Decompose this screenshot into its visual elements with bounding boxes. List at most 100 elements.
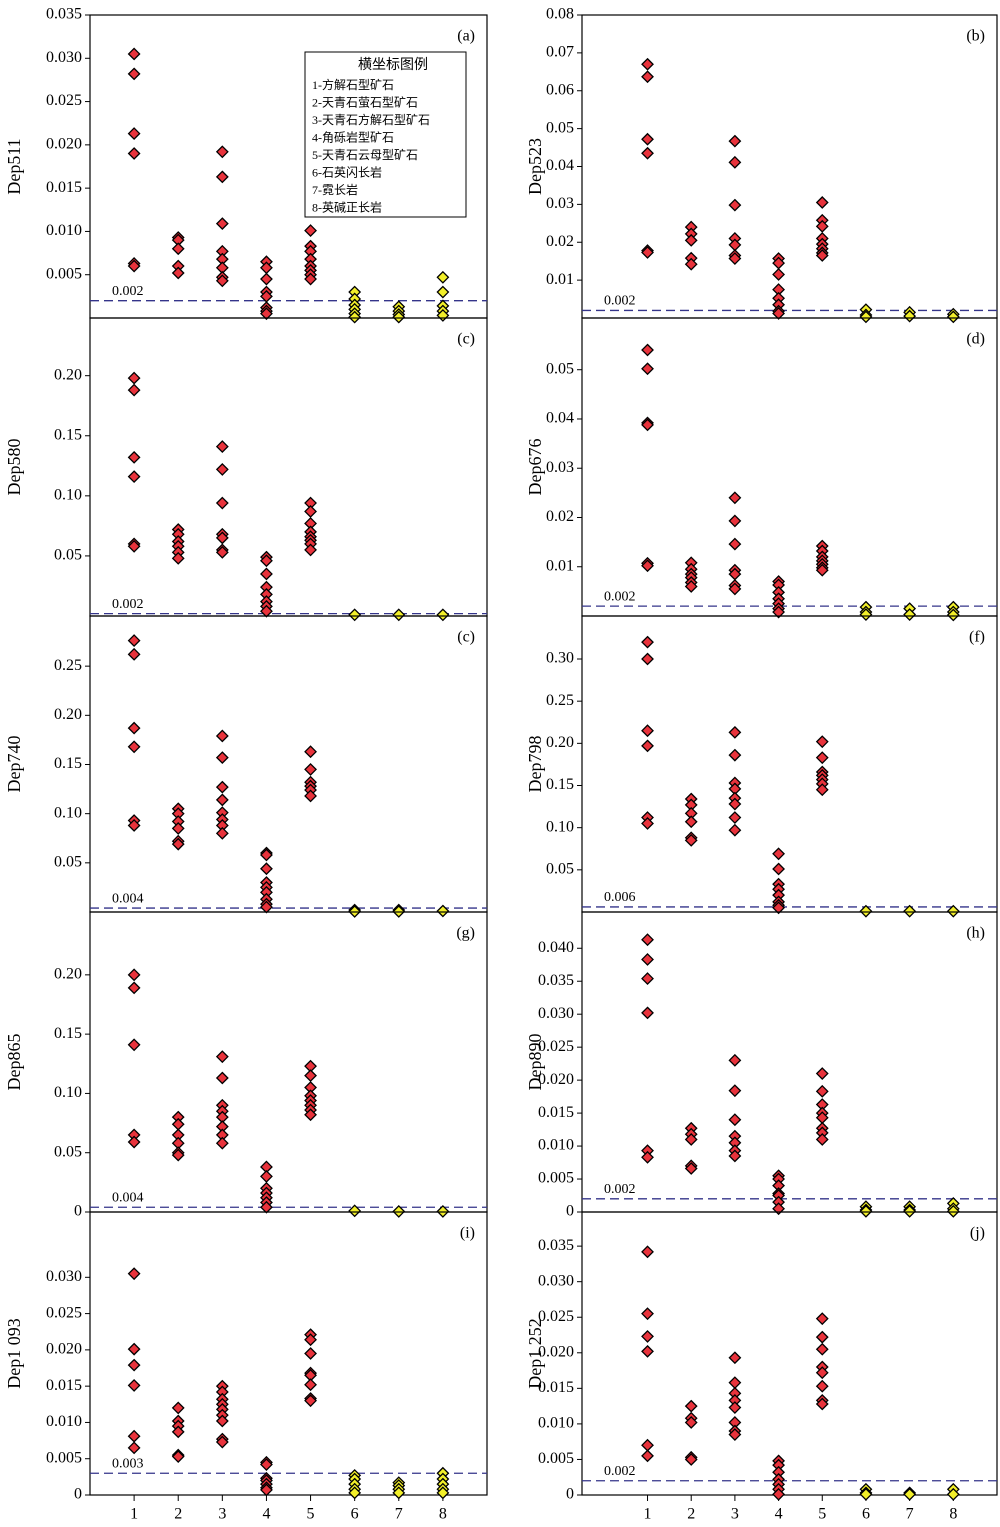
data-point — [171, 1401, 185, 1415]
data-point — [215, 145, 229, 159]
y-tick-label: 0.025 — [46, 92, 82, 109]
data-point — [728, 1084, 742, 1098]
y-tick-label: 0.10 — [54, 1084, 82, 1101]
data-point — [859, 904, 873, 918]
data-point — [815, 563, 829, 577]
data-point — [641, 57, 654, 71]
data-point — [815, 1379, 829, 1393]
plot-frame — [89, 615, 488, 913]
y-tick-label: 0.030 — [46, 1268, 82, 1285]
data-point — [127, 67, 141, 81]
x-tick-label: 4 — [775, 1506, 783, 1523]
data-point — [127, 259, 141, 273]
data-point — [171, 1425, 185, 1439]
data-point — [641, 559, 654, 573]
x-tick-label: 2 — [174, 1506, 182, 1523]
y-tick-label: 0.08 — [546, 6, 574, 23]
data-point — [728, 198, 742, 212]
data-point — [127, 647, 141, 661]
data-point — [171, 837, 185, 851]
data-point — [260, 1483, 273, 1497]
data-point — [215, 1414, 229, 1428]
data-point — [215, 780, 229, 794]
data-point — [127, 819, 141, 832]
data-point — [127, 127, 141, 141]
data-point — [772, 307, 785, 320]
data-point — [641, 1438, 654, 1452]
data-point — [304, 224, 317, 237]
legend-title: 横坐标图例 — [358, 57, 428, 73]
y-tick-label: 0.015 — [46, 179, 82, 196]
y-tick-label: 0.07 — [546, 44, 574, 61]
data-point — [728, 582, 742, 596]
data-point — [260, 1200, 273, 1214]
data-point — [815, 1067, 829, 1080]
y-tick-label: 0.05 — [54, 547, 82, 564]
x-tick-label: 3 — [218, 1506, 226, 1523]
data-point — [641, 933, 654, 947]
data-point — [171, 1117, 185, 1131]
data-point — [127, 1379, 141, 1392]
data-point — [127, 634, 141, 648]
data-point — [127, 968, 141, 982]
y-axis-label: Dep740 — [4, 736, 24, 793]
data-point — [127, 371, 141, 385]
data-point — [641, 132, 654, 146]
y-tick-label: 0.05 — [54, 854, 82, 871]
data-point — [171, 266, 185, 280]
data-point — [127, 721, 141, 735]
data-point — [215, 170, 229, 184]
data-point — [127, 383, 141, 397]
data-point — [260, 1458, 273, 1471]
data-point — [641, 343, 654, 357]
y-tick-label: 0.010 — [538, 1415, 574, 1432]
data-point — [815, 1084, 829, 1098]
plot-frame — [89, 1211, 488, 1496]
y-tick-label: 0.015 — [538, 1379, 574, 1396]
y-tick-label: 0.10 — [546, 818, 574, 835]
y-tick-label: 0.040 — [538, 939, 574, 956]
data-point — [815, 249, 829, 262]
y-axis-label: Dep865 — [4, 1034, 24, 1091]
legend-item: 6-石英闪长岩 — [312, 164, 382, 179]
plot-frame — [581, 1211, 998, 1496]
y-tick-label: 0.05 — [546, 119, 574, 136]
y-tick-label: 0.015 — [46, 1377, 82, 1394]
y-axis-label: Dep523 — [525, 138, 545, 195]
data-point — [641, 1006, 654, 1020]
data-point — [684, 1416, 698, 1429]
x-tick-label: 8 — [439, 1506, 447, 1523]
y-tick-label: 0.02 — [546, 233, 574, 250]
data-point — [946, 1204, 960, 1218]
data-point — [815, 1342, 829, 1356]
data-point — [392, 1486, 406, 1500]
data-point — [641, 652, 654, 666]
panel-label: (a) — [457, 28, 475, 45]
data-point — [304, 1347, 317, 1360]
y-tick-label: 0.15 — [54, 426, 82, 443]
data-point — [728, 155, 742, 169]
data-point — [772, 605, 785, 619]
data-point — [641, 1344, 654, 1358]
data-point — [215, 274, 229, 288]
x-tick-label: 5 — [818, 1506, 826, 1523]
data-point — [728, 1401, 742, 1414]
panel-label: (g) — [456, 925, 475, 942]
threshold-label: 0.004 — [112, 1190, 144, 1205]
data-point — [728, 823, 742, 837]
data-point — [304, 1108, 317, 1122]
data-point — [728, 491, 742, 505]
data-point — [127, 450, 141, 464]
data-point — [304, 1069, 317, 1083]
data-point — [815, 1312, 829, 1326]
panel-label: (d) — [966, 331, 985, 348]
data-point — [348, 608, 362, 622]
y-tick-label: 0.25 — [546, 692, 574, 709]
data-point — [903, 309, 917, 323]
threshold-label: 0.003 — [112, 1456, 144, 1471]
data-point — [641, 635, 654, 649]
data-point — [641, 972, 654, 986]
y-tick-label: 0.03 — [546, 195, 574, 212]
y-tick-label: 0.05 — [546, 861, 574, 878]
data-point — [728, 1053, 742, 1067]
